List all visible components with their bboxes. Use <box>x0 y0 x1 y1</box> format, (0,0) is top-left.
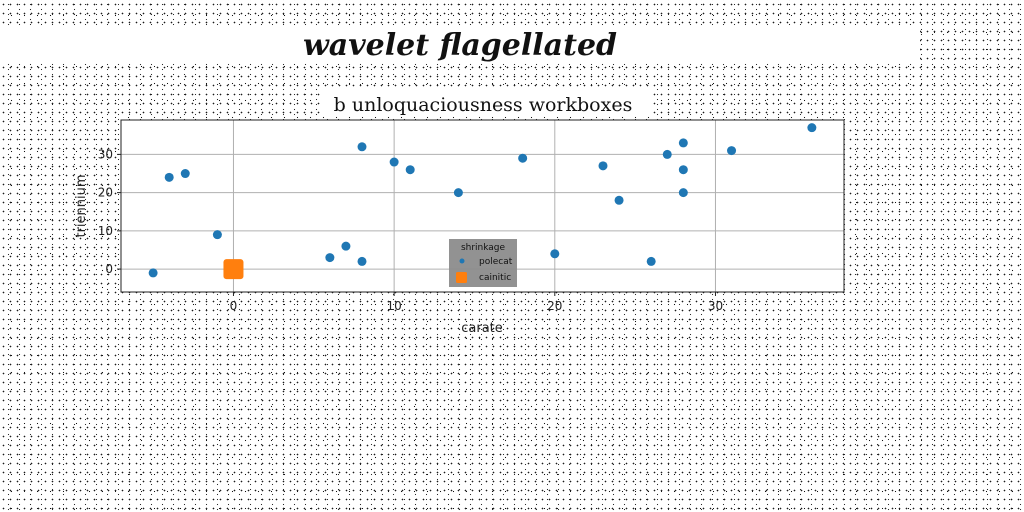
data-point-polecat <box>727 146 737 156</box>
data-point-polecat <box>598 161 608 171</box>
legend: shrinkage polecat cainitic <box>449 239 517 287</box>
x-axis-label: carate <box>461 321 503 336</box>
data-point-polecat <box>550 249 560 259</box>
data-point-polecat <box>341 241 351 251</box>
x-tick-label: 0 <box>230 299 238 313</box>
grid-lines <box>121 120 844 292</box>
data-points <box>148 123 817 280</box>
legend-title: shrinkage <box>461 243 506 253</box>
y-tick-label: 30 <box>98 147 113 161</box>
legend-label-polecat: polecat <box>479 257 513 267</box>
data-point-polecat <box>678 138 688 148</box>
y-tick-label: 20 <box>98 186 113 200</box>
chart-title: b unloquaciousness workboxes <box>334 94 633 116</box>
legend-label-cainitic: cainitic <box>479 273 511 283</box>
data-point-polecat <box>148 268 158 278</box>
x-tick-label: 10 <box>386 299 401 313</box>
y-tick-label: 0 <box>105 262 113 276</box>
data-point-polecat <box>389 157 399 167</box>
data-point-polecat <box>453 188 463 198</box>
data-point-polecat <box>662 149 672 159</box>
y-axis-ticks: 0 10 20 30 <box>98 147 121 276</box>
y-axis-label: triennium <box>74 174 89 237</box>
data-point-polecat <box>180 169 190 179</box>
data-point-polecat <box>646 256 656 266</box>
plot-frame <box>120 119 845 293</box>
data-point-polecat <box>518 153 528 163</box>
x-tick-label: 30 <box>708 299 723 313</box>
data-point-polecat <box>405 165 415 175</box>
data-point-cainitic <box>223 259 244 280</box>
data-point-polecat <box>678 188 688 198</box>
data-point-polecat <box>212 230 222 240</box>
figure-suptitle: wavelet flagellated <box>0 28 920 63</box>
data-point-polecat <box>325 253 335 263</box>
title-background <box>320 88 650 116</box>
data-point-polecat <box>807 123 817 133</box>
x-tick-label: 20 <box>547 299 562 313</box>
x-axis-ticks: 0 10 20 30 <box>230 292 723 313</box>
data-point-polecat <box>614 195 624 205</box>
suptitle-text: wavelet flagellated <box>296 28 624 63</box>
data-point-polecat <box>678 165 688 175</box>
y-tick-label: 10 <box>98 224 113 238</box>
data-point-polecat <box>164 172 174 182</box>
legend-marker-polecat <box>459 258 465 264</box>
data-point-polecat <box>357 256 367 266</box>
data-point-polecat <box>357 142 367 152</box>
legend-marker-cainitic <box>456 272 467 283</box>
